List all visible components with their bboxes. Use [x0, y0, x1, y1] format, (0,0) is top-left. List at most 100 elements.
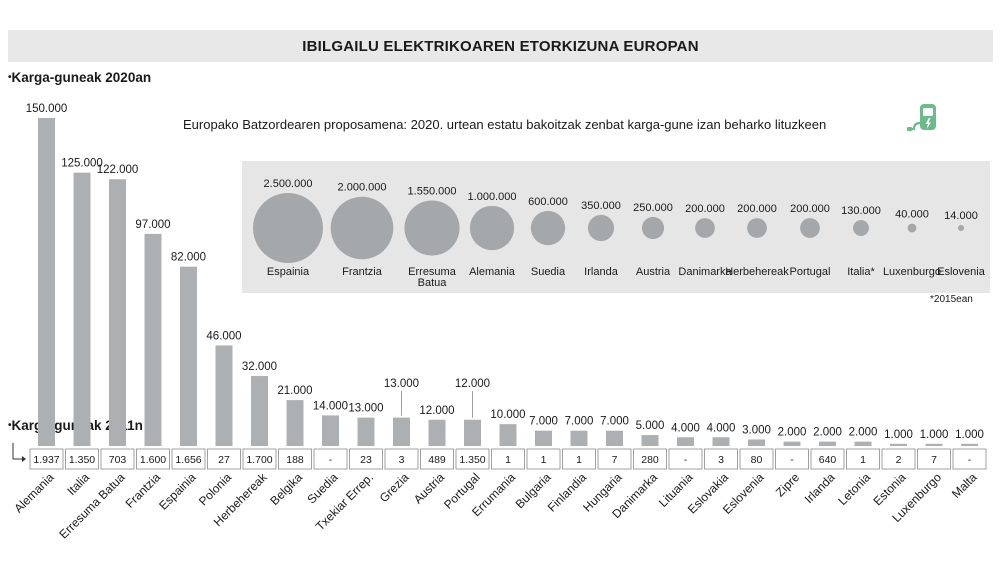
row-2011-box-1: [65, 448, 99, 470]
bar-20: [748, 439, 765, 446]
row-2011-value-10: 3: [399, 454, 405, 466]
value-label-20: 3.000: [742, 424, 771, 436]
row-2011-value-14: 1: [541, 454, 547, 466]
bar-26: [961, 443, 978, 446]
bubble-category-label-2-line2: Batua: [418, 277, 448, 289]
row-2011-value-13: 1: [505, 454, 511, 466]
row-2011-box-9: [349, 448, 383, 470]
bubble-value-label-0: 2.500.000: [264, 178, 313, 190]
bar-18: [677, 437, 694, 446]
bar-19: [712, 437, 730, 446]
row-2011-value-12: 1.350: [459, 454, 485, 466]
bubble-value-label-5: 350.000: [581, 200, 621, 212]
bubble-4: [530, 210, 566, 246]
value-label-9: 13.000: [348, 403, 383, 415]
row-2011-box-7: [278, 448, 312, 470]
row-2011-box-14: [526, 448, 561, 470]
row-2011-value-4: 1.656: [175, 454, 201, 466]
category-label-0: Alemania: [11, 470, 57, 516]
value-label-26: 1.000: [955, 429, 984, 441]
bar-1: [73, 172, 91, 446]
value-label-0: 150.000: [26, 103, 68, 115]
row-2011-box-0: [29, 448, 64, 470]
row-2011-box-13: [491, 448, 525, 470]
row-2011-value-15: 1: [576, 454, 582, 466]
row-2011-box-26: [952, 448, 987, 470]
row-2011-value-22: 640: [819, 454, 837, 466]
row-2011-box-10: [384, 448, 419, 470]
row-2011-box-3: [136, 448, 170, 470]
footnote: *2015ean: [930, 294, 973, 305]
bubble-value-label-7: 200.000: [685, 203, 725, 215]
row-2011-box-4: [171, 448, 206, 470]
row-2011-box-8: [313, 448, 348, 470]
row-2011-value-18: -: [684, 454, 688, 466]
bubble-11: [907, 223, 917, 233]
row-2011-value-6: 1.700: [246, 454, 272, 466]
row-2011-box-25: [917, 448, 951, 470]
value-label-16: 7.000: [600, 416, 629, 428]
category-label-23: Letonia: [835, 470, 873, 508]
category-label-2: Erresuma Batua: [56, 470, 127, 541]
row-2011-value-5: 27: [218, 454, 230, 466]
category-label-10: Grezia: [377, 470, 412, 505]
inset-subtitle: Europako Batzordearen proposamena: 2020.…: [183, 117, 827, 132]
bubble-value-label-8: 200.000: [737, 203, 777, 215]
title-bar: IBILGAILU ELEKTRIKOAREN ETORKIZUNA EUROP…: [8, 30, 993, 62]
bar-21: [783, 441, 801, 446]
bubble-9: [800, 218, 820, 238]
bar-4: [180, 266, 197, 446]
bubble-value-label-12: 14.000: [944, 210, 978, 222]
row-2011-box-15: [562, 448, 596, 470]
row-2011-value-0: 1.937: [33, 454, 59, 466]
value-label-1: 125.000: [61, 158, 103, 170]
bullet: •: [8, 72, 12, 83]
category-label-22: Irlanda: [802, 470, 838, 506]
row-2011-box-22: [810, 448, 845, 470]
value-label-23: 2.000: [849, 427, 878, 439]
value-label-10: 13.000: [384, 378, 419, 390]
section-label-2020: •Karga-guneak 2020an: [8, 70, 151, 85]
charging-station-icon: [907, 104, 936, 131]
bubble-category-label-9: Portugal: [790, 266, 831, 278]
row-2011-value-9: 23: [360, 454, 372, 466]
bubble-value-label-9: 200.000: [790, 203, 830, 215]
row-2011-box-19: [704, 448, 738, 470]
bubble-value-label-2: 1.550.000: [408, 185, 457, 197]
row-2011-value-8: -: [329, 454, 333, 466]
row-2011-value-16: 7: [612, 454, 618, 466]
bubble-category-label-5: Irlanda: [584, 266, 619, 278]
bar-5: [215, 345, 233, 446]
row-2011-box-23: [846, 448, 880, 470]
category-label-21: Zipre: [773, 470, 802, 499]
row-2011-value-19: 3: [718, 454, 724, 466]
row-2011-value-11: 489: [428, 454, 446, 466]
value-label-4: 82.000: [171, 252, 206, 264]
bubble-value-label-6: 250.000: [633, 202, 673, 214]
value-label-11: 12.000: [419, 405, 454, 417]
bubble-category-label-8: Herbehereak: [725, 266, 789, 278]
value-label-7: 21.000: [277, 385, 312, 397]
bar-9: [357, 417, 375, 446]
row-2011-box-17: [633, 448, 667, 470]
bubble-value-label-10: 130.000: [841, 205, 881, 217]
row-2011-value-24: 2: [896, 454, 902, 466]
bar-25: [925, 443, 943, 446]
value-label-8: 14.000: [313, 400, 348, 412]
bar-24: [890, 443, 907, 446]
bubble-category-label-6: Austria: [636, 266, 671, 278]
bullet: •: [8, 420, 12, 431]
row-2011-value-20: 80: [751, 454, 763, 466]
row-2011-arrow: [22, 456, 26, 462]
bar-6: [251, 376, 268, 446]
value-label-25: 1.000: [920, 429, 949, 441]
bubble-7: [695, 218, 715, 238]
bar-7: [286, 400, 304, 446]
row-2011-box-2: [100, 448, 135, 470]
category-label-7: Belgika: [267, 470, 305, 508]
bar-14: [535, 430, 552, 446]
value-label-19: 4.000: [707, 422, 736, 434]
bubble-10: [853, 220, 869, 236]
bubble-category-label-10: Italia*: [847, 266, 875, 278]
